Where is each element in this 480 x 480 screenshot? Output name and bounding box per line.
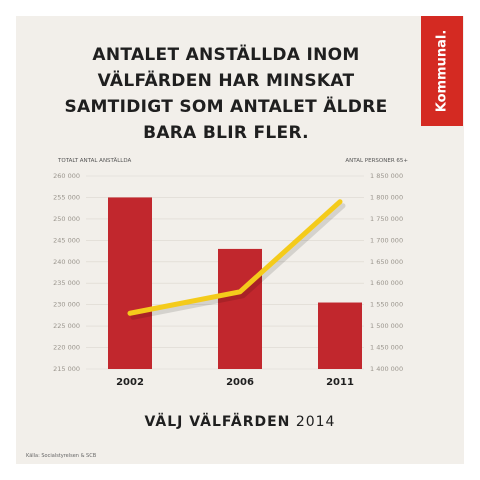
left-tick-label: 260 000 (53, 172, 80, 180)
brand-logo: Kommunal. (421, 16, 463, 126)
category-label: 2011 (326, 377, 354, 388)
left-tick-label: 225 000 (53, 322, 80, 330)
right-tick-label: 1 650 000 (370, 258, 403, 266)
category-label: 2002 (116, 377, 144, 388)
chart: 260 000 1 850 000 255 000 1 800 000 250 000 1… (53, 157, 408, 388)
right-tick-label: 1 450 000 (370, 344, 403, 352)
left-tick-label: 240 000 (53, 258, 80, 266)
footer-year: 2014 (295, 414, 336, 430)
footer-campaign: VÄLJ VÄLFÄRDEN (144, 414, 291, 430)
right-tick-label: 1 800 000 (370, 193, 403, 201)
right-axis-title: ANTAL PERSONER 65+ (345, 158, 408, 164)
left-tick-label: 255 000 (53, 193, 80, 201)
left-tick-label: 245 000 (53, 236, 80, 244)
right-tick-label: 1 850 000 (370, 172, 403, 180)
right-tick-label: 1 500 000 (370, 322, 403, 330)
bar (218, 248, 262, 369)
left-tick-label: 250 000 (53, 215, 80, 223)
right-tick-label: 1 400 000 (370, 365, 403, 373)
left-axis-title: TOTALT ANTAL ANSTÄLLDA (57, 157, 132, 164)
poster: ANTALET ANSTÄLLDA INOM VÄLFÄRDEN HAR MIN… (16, 16, 464, 464)
left-tick-label: 230 000 (53, 301, 80, 309)
left-tick-label: 220 000 (53, 344, 80, 352)
right-tick-label: 1 600 000 (370, 279, 403, 287)
bar (318, 302, 362, 369)
right-tick-label: 1 550 000 (370, 301, 403, 309)
bar (108, 197, 152, 369)
category-label: 2006 (226, 377, 254, 388)
footer: VÄLJ VÄLFÄRDEN 2014 (16, 414, 464, 430)
left-tick-label: 215 000 (53, 365, 80, 373)
line-shadow (130, 203, 346, 320)
left-tick-label: 235 000 (53, 279, 80, 287)
right-tick-label: 1 750 000 (370, 215, 403, 223)
source-note: Källa: Socialstyrelsen & SCB (26, 453, 97, 459)
page-title: ANTALET ANSTÄLLDA INOM VÄLFÄRDEN HAR MIN… (64, 45, 388, 143)
right-tick-label: 1 700 000 (370, 236, 403, 244)
